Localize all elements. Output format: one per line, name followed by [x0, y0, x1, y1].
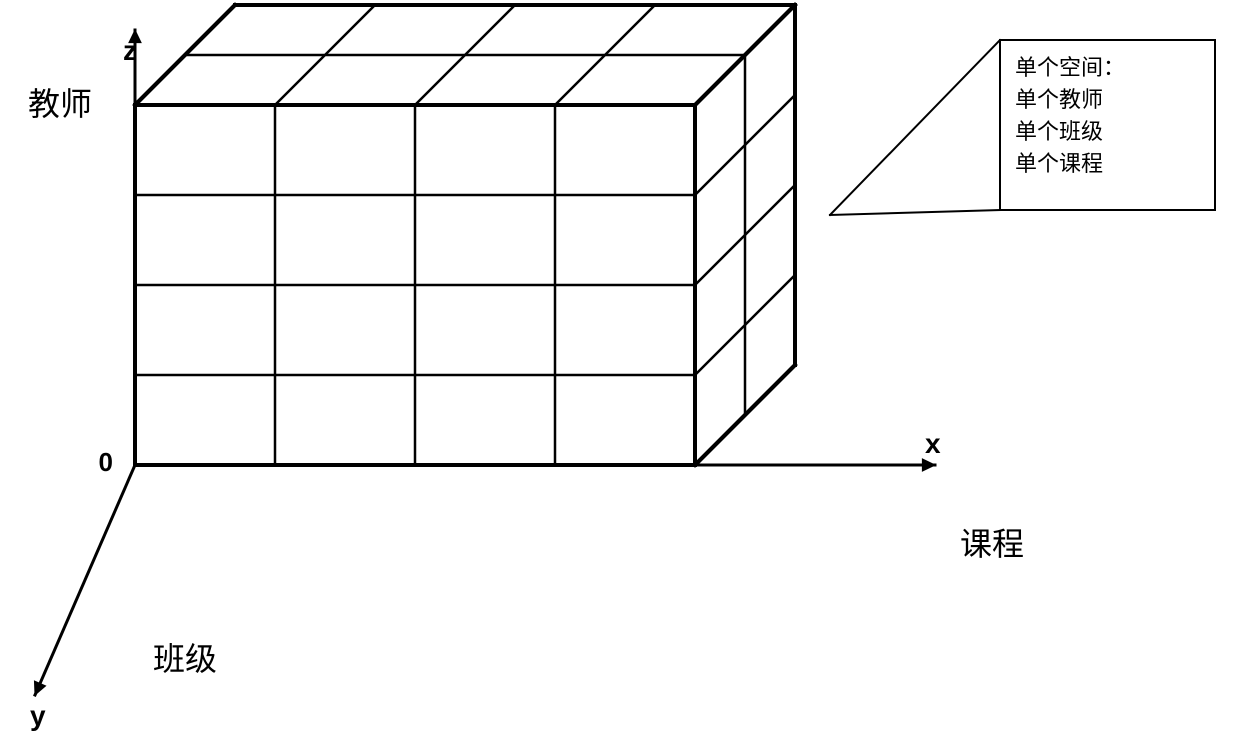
cube-diagram [135, 5, 795, 465]
x-axis-letter: x [925, 428, 941, 459]
callout-line-3: 单个课程 [1015, 151, 1103, 176]
callout-leader-bottom [830, 210, 1000, 215]
y-axis-letter: y [30, 700, 46, 731]
callout-line-2: 单个班级 [1015, 119, 1103, 144]
callout-line-1: 单个教师 [1015, 87, 1103, 112]
x-axis-name: 课程 [960, 526, 1024, 562]
origin-label: 0 [99, 447, 113, 477]
callout-leader-top [830, 40, 1000, 215]
y-axis-name: 班级 [153, 641, 217, 677]
z-axis-name: 教师 [28, 86, 92, 122]
callout-line-0: 单个空间： [1015, 55, 1125, 80]
callout: 单个空间： 单个教师单个班级单个课程 [830, 40, 1215, 215]
z-axis-letter: z [123, 35, 137, 66]
y-axis [35, 465, 135, 695]
